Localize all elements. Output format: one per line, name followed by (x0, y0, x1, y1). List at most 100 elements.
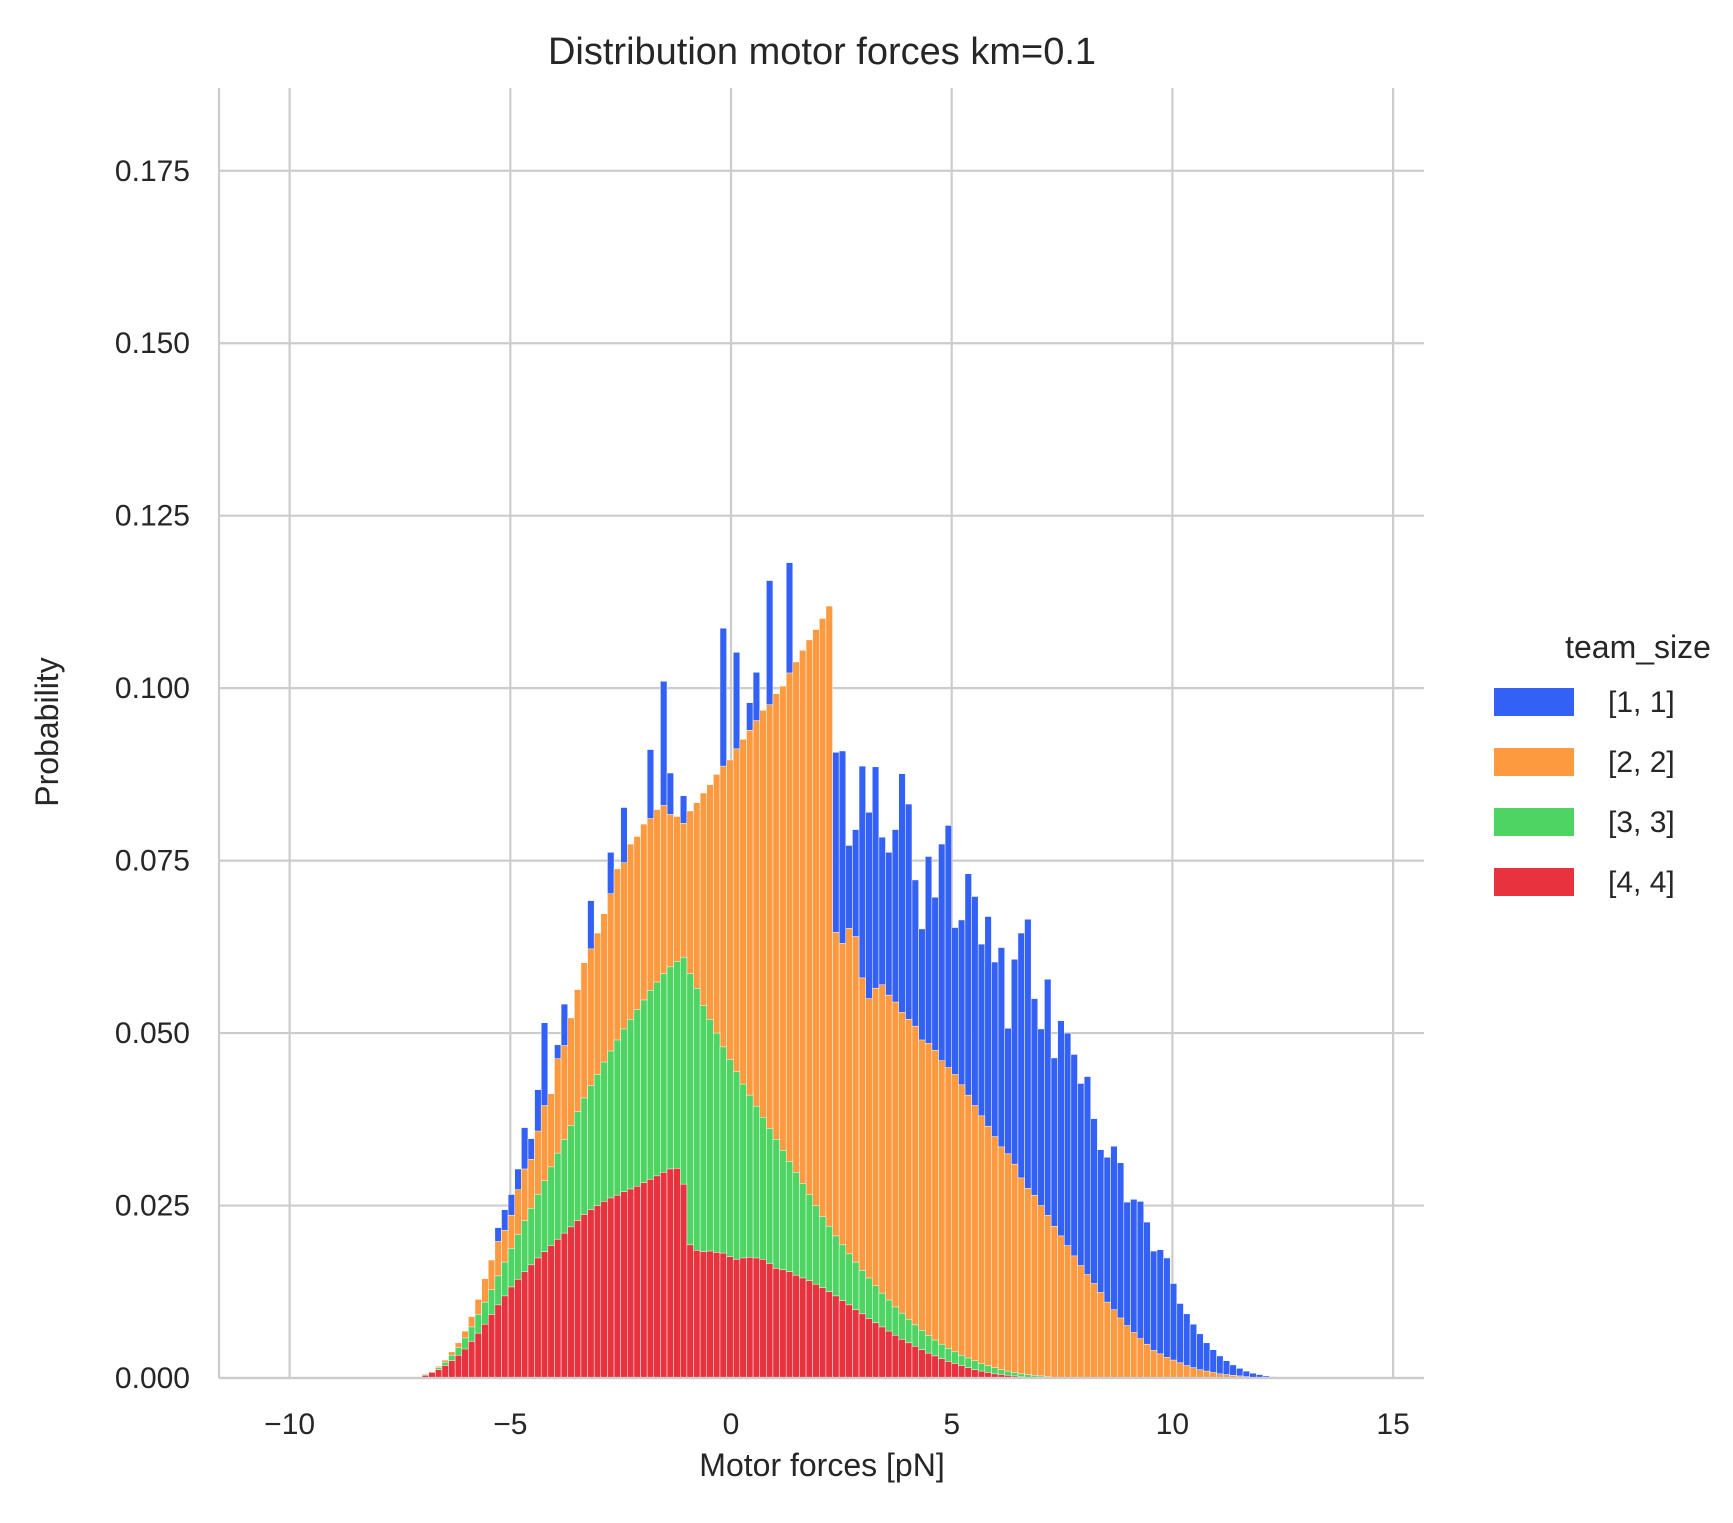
bar-s3-35 (653, 1175, 661, 1379)
bar-s1-88 (1004, 1153, 1012, 1379)
bar-s3-48 (739, 1257, 747, 1379)
bar-s3-52 (766, 1263, 774, 1379)
bar-s3-66 (858, 1313, 866, 1379)
axis-spines (217, 88, 1424, 1380)
bar-s3-50 (752, 1257, 760, 1379)
bar-s1-81 (958, 1084, 966, 1379)
legend-label-1: [2, 2] (1608, 746, 1675, 779)
bar-s3-74 (911, 1346, 919, 1379)
bar-s3-21 (560, 1232, 568, 1379)
x-tick-label-2: 0 (723, 1408, 740, 1441)
legend-swatch-3 (1494, 868, 1574, 896)
y-tick-label-3: 0.075 (115, 845, 190, 878)
bar-s3-78 (938, 1358, 946, 1379)
bar-s1-112 (1163, 1357, 1171, 1379)
bar-s1-93 (1037, 1205, 1045, 1379)
bar-s3-44 (713, 1252, 721, 1379)
bar-s3-46 (726, 1256, 734, 1379)
bar-s3-5 (454, 1354, 463, 1379)
bar-s3-9 (481, 1323, 489, 1379)
bar-s3-82 (964, 1367, 972, 1379)
legend-swatch-1 (1494, 748, 1574, 776)
bar-s1-102 (1097, 1292, 1105, 1379)
bar-s3-23 (574, 1220, 582, 1379)
y-tick-label-5: 0.125 (115, 500, 190, 533)
grid-lines (219, 88, 1424, 1380)
bar-s1-98 (1070, 1255, 1078, 1379)
bar-s1-103 (1103, 1301, 1111, 1379)
legend-swatch-2 (1494, 808, 1574, 836)
legend-label-2: [3, 3] (1608, 806, 1675, 839)
bar-s3-32 (633, 1185, 641, 1379)
bar-s3-10 (487, 1314, 496, 1379)
y-tick-label-4: 0.100 (115, 672, 190, 705)
bar-s1-100 (1083, 1274, 1091, 1379)
bar-s3-16 (527, 1264, 535, 1379)
bar-s3-29 (613, 1194, 621, 1379)
bar-s1-79 (944, 1067, 952, 1379)
bar-s3-51 (759, 1259, 767, 1379)
y-tick-label-6: 0.150 (115, 327, 190, 360)
legend-items: [1, 1] [2, 2] [3, 3] [4, 4] (1494, 686, 1675, 899)
y-tick-label-0: 0.000 (115, 1362, 190, 1395)
bar-s3-60 (819, 1287, 827, 1379)
bar-s3-14 (514, 1279, 522, 1379)
bar-s3-3 (441, 1365, 449, 1379)
bar-s3-2 (435, 1369, 443, 1379)
bar-s3-65 (852, 1309, 860, 1379)
bar-s3-62 (832, 1295, 840, 1379)
histogram-bars (421, 562, 1284, 1379)
bar-s3-28 (607, 1197, 615, 1379)
bar-s1-105 (1116, 1317, 1125, 1379)
bar-s3-75 (918, 1349, 926, 1379)
y-axis-label: Probability (29, 657, 65, 806)
x-axis-label: Motor forces [pN] (699, 1447, 944, 1483)
bar-s3-17 (534, 1257, 542, 1379)
bar-s1-85 (984, 1125, 992, 1379)
bar-s3-42 (699, 1251, 707, 1379)
bar-s3-81 (958, 1365, 966, 1379)
bar-s3-73 (905, 1342, 913, 1379)
bar-s3-80 (951, 1363, 959, 1379)
bar-s1-106 (1123, 1325, 1131, 1379)
bar-s3-49 (746, 1257, 754, 1379)
bar-s1-80 (951, 1074, 959, 1379)
bar-s3-26 (593, 1205, 602, 1379)
bar-s3-27 (600, 1201, 608, 1379)
legend-swatch-0 (1494, 688, 1574, 716)
bar-s3-64 (845, 1304, 853, 1379)
bar-s1-76 (924, 1043, 933, 1379)
bar-s1-87 (997, 1146, 1005, 1379)
bar-s1-109 (1143, 1343, 1151, 1379)
bar-s1-113 (1169, 1359, 1178, 1379)
bar-s1-86 (991, 1136, 999, 1379)
bar-s3-41 (693, 1250, 701, 1379)
bar-s3-71 (891, 1334, 899, 1379)
bar-s3-83 (971, 1369, 979, 1379)
legend-label-3: [4, 4] (1608, 866, 1675, 899)
bar-s1-99 (1077, 1265, 1085, 1379)
bar-s3-7 (468, 1341, 476, 1379)
bar-s3-6 (461, 1348, 469, 1379)
x-tick-label-5: 15 (1376, 1408, 1409, 1441)
bar-s3-30 (620, 1191, 628, 1379)
bar-s3-13 (507, 1286, 515, 1379)
y-tick-label-7: 0.175 (115, 155, 190, 188)
y-tick-label-1: 0.025 (115, 1190, 190, 1223)
bar-s3-56 (792, 1274, 800, 1379)
bar-s3-69 (878, 1326, 886, 1379)
x-tick-label-0: −10 (264, 1408, 315, 1441)
x-tick-label-1: −5 (493, 1408, 527, 1441)
bar-s1-82 (964, 1094, 972, 1379)
bar-s3-24 (580, 1214, 588, 1379)
bar-s3-55 (785, 1271, 794, 1379)
bar-s3-70 (885, 1330, 893, 1379)
bar-s1-84 (977, 1115, 986, 1379)
legend: team_size [1, 1] [2, 2] [3, 3] [4, 4] (1494, 629, 1711, 899)
bar-s3-37 (666, 1168, 674, 1379)
bar-s3-39 (680, 1183, 688, 1379)
x-tick-label-3: 5 (943, 1408, 960, 1441)
bar-s1-110 (1150, 1350, 1158, 1379)
bar-s3-61 (825, 1291, 833, 1379)
